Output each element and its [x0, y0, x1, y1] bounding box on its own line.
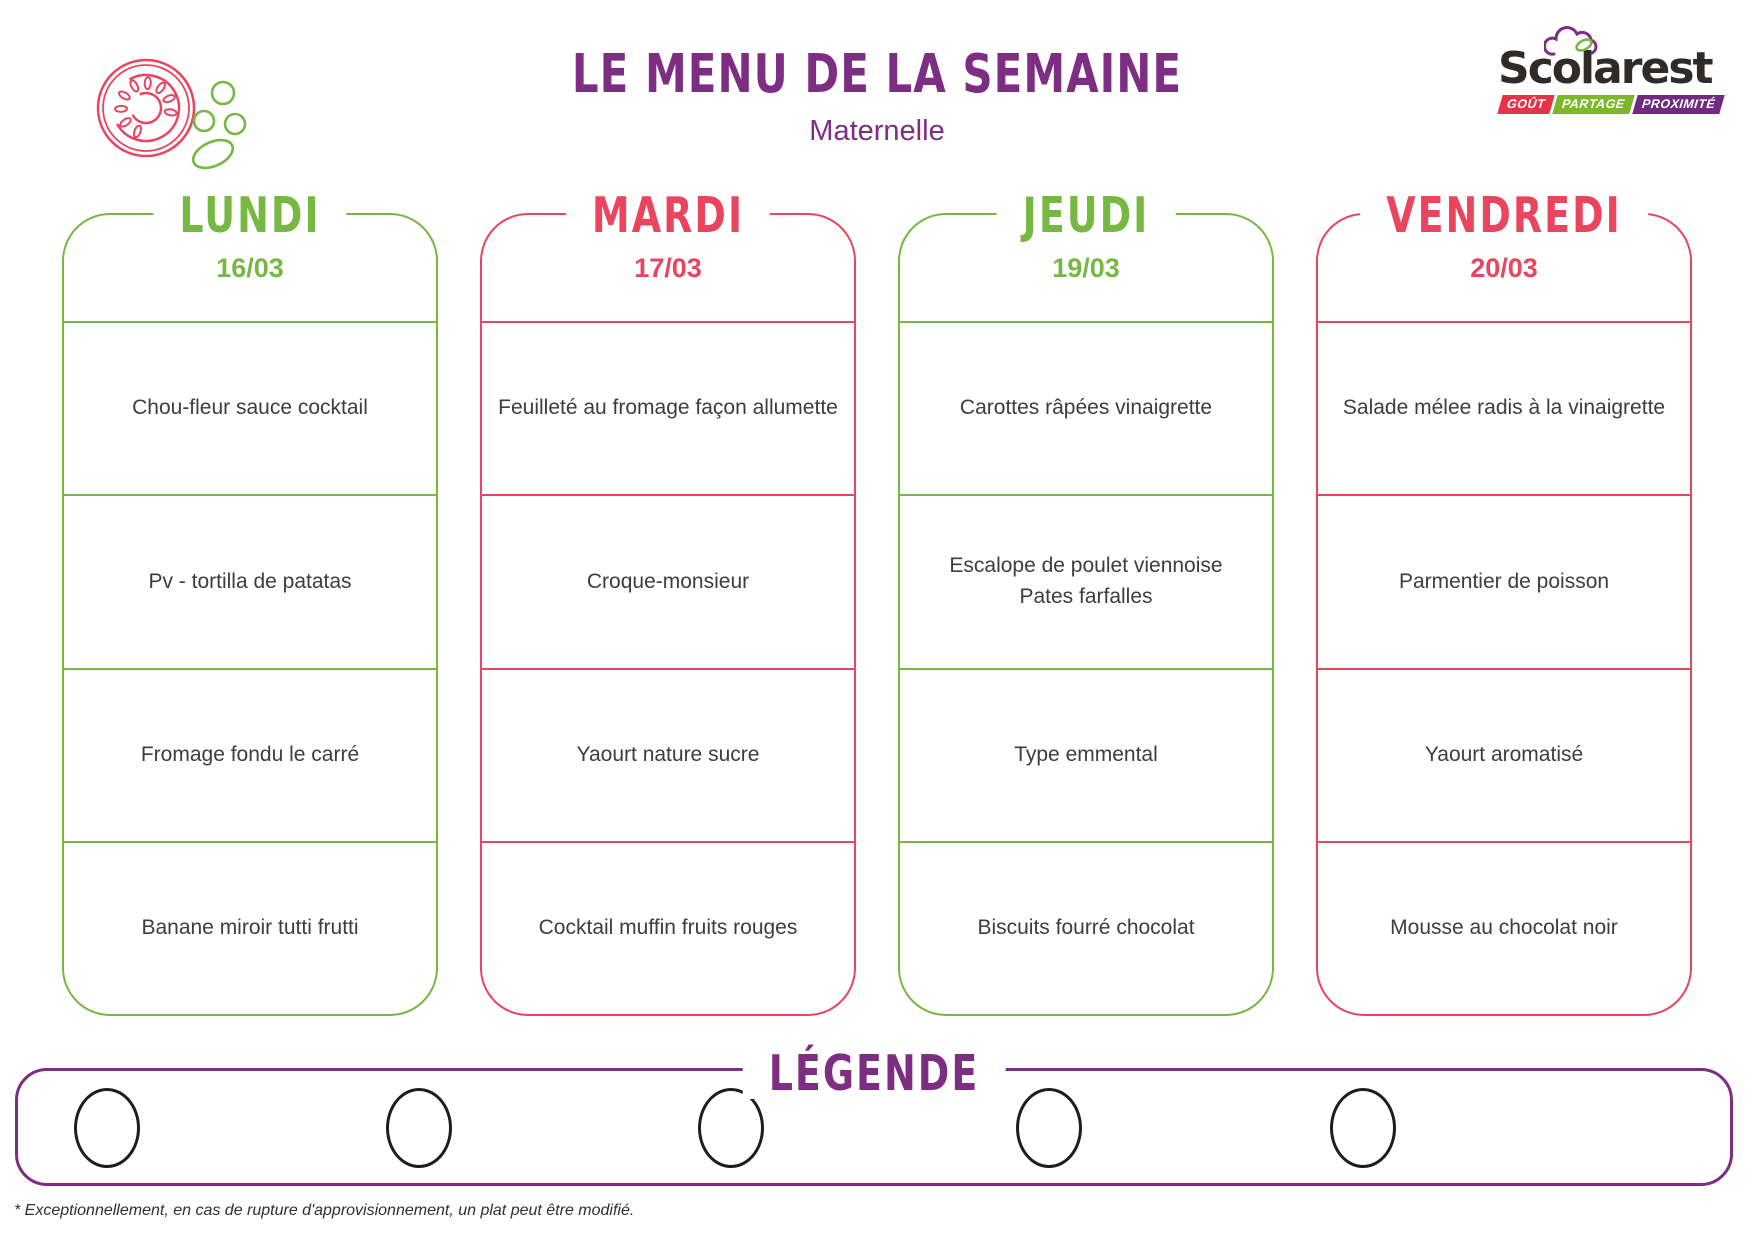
day-name: VENDREDI [1360, 188, 1648, 243]
legend-circle-2 [386, 1088, 452, 1168]
menu-item-text: Chou-fleur sauce cocktail [132, 396, 368, 420]
legend-circle-3 [698, 1088, 764, 1168]
menu-item-text: Salade mélee radis à la vinaigrette [1342, 396, 1666, 420]
menu-item-text: Fromage fondu le carré [140, 742, 360, 766]
menu-item-cheese: Type emmental [900, 670, 1272, 843]
menu-item-main: Pv - tortilla de patatas [64, 496, 436, 670]
brand-taglines: GOÛT PARTAGE PROXIMITÉ [1497, 95, 1728, 114]
menu-item-dessert: Mousse au chocolat noir [1318, 843, 1690, 1014]
menu-item-starter: Carottes râpées vinaigrette [900, 323, 1272, 497]
day-date: 19/03 [900, 215, 1272, 323]
menu-item-text: Mousse au chocolat noir [1390, 916, 1618, 940]
tagline-partage: PARTAGE [1552, 95, 1635, 114]
menu-columns: LUNDI 16/03 Chou-fleur sauce cocktail Pv… [62, 184, 1694, 1016]
menu-item-cheese: Fromage fondu le carré [64, 670, 436, 843]
day-card-box: 17/03 Feuilleté au fromage façon allumet… [480, 213, 856, 1016]
day-name: JEUDI [996, 188, 1176, 243]
footnote: * Exceptionnellement, en cas de rupture … [14, 1202, 635, 1219]
brand-logo: Scolarest GOÛT PARTAGE PROXIMITÉ [1497, 26, 1728, 114]
citrus-slice-icon [96, 58, 196, 158]
legend-title: LÉGENDE [742, 1047, 1006, 1099]
menu-item-text: Pv - tortilla de patatas [148, 569, 352, 593]
day-card-jeudi: JEUDI 19/03 Carottes râpées vinaigrette … [898, 184, 1274, 1016]
brand-name-text: Scolarest [1498, 43, 1714, 94]
cloud-leaf-icon [1544, 26, 1598, 56]
menu-item-text: Banane miroir tutti frutti [141, 916, 359, 940]
brand-name: Scolarest [1498, 26, 1714, 94]
day-date: 17/03 [482, 215, 854, 323]
day-card-lundi: LUNDI 16/03 Chou-fleur sauce cocktail Pv… [62, 184, 438, 1016]
menu-item-text: Type emmental [1014, 742, 1158, 766]
menu-item-text: Yaourt aromatisé [1424, 742, 1584, 766]
menu-item-dessert: Cocktail muffin fruits rouges [482, 843, 854, 1014]
menu-item-text: Cocktail muffin fruits rouges [538, 916, 798, 940]
page-title: LE MENU DE LA SEMAINE [571, 42, 1183, 105]
menu-item-main: Croque-monsieur [482, 496, 854, 670]
day-name: MARDI [565, 188, 771, 243]
fruit-doodle [58, 36, 248, 176]
menu-item-text: Escalope de poulet viennoise Pates farfa… [949, 554, 1223, 608]
legend-circle-4 [1016, 1088, 1082, 1168]
day-card-box: 19/03 Carottes râpées vinaigrette Escalo… [898, 213, 1274, 1016]
day-date: 20/03 [1318, 215, 1690, 323]
day-card-vendredi: VENDREDI 20/03 Salade mélee radis à la v… [1316, 184, 1692, 1016]
day-date: 16/03 [64, 215, 436, 323]
menu-item-text: Feuilleté au fromage façon allumette [498, 396, 838, 420]
day-card-box: 20/03 Salade mélee radis à la vinaigrett… [1316, 213, 1692, 1016]
peas-doodle-icon [191, 80, 247, 170]
menu-item-cheese: Yaourt nature sucre [482, 670, 854, 843]
legend-box: LÉGENDE [15, 1047, 1733, 1186]
menu-item-text: Parmentier de poisson [1398, 569, 1610, 593]
menu-item-cheese: Yaourt aromatisé [1318, 670, 1690, 843]
menu-item-text: Biscuits fourré chocolat [977, 916, 1195, 940]
menu-item-main: Parmentier de poisson [1318, 496, 1690, 670]
legend-circle-1 [74, 1088, 140, 1168]
menu-item-main: Escalope de poulet viennoise Pates farfa… [900, 496, 1272, 670]
menu-item-starter: Feuilleté au fromage façon allumette [482, 323, 854, 497]
menu-item-text: Yaourt nature sucre [576, 742, 760, 766]
tagline-proximite: PROXIMITÉ [1632, 95, 1725, 114]
menu-item-text: Croque-monsieur [586, 569, 750, 593]
legend-circle-5 [1330, 1088, 1396, 1168]
header: LE MENU DE LA SEMAINE Maternelle [572, 42, 1182, 148]
menu-item-dessert: Banane miroir tutti frutti [64, 843, 436, 1014]
menu-item-starter: Chou-fleur sauce cocktail [64, 323, 436, 497]
day-name: LUNDI [153, 188, 347, 243]
tagline-gout: GOÛT [1497, 95, 1555, 114]
menu-item-starter: Salade mélee radis à la vinaigrette [1318, 323, 1690, 497]
day-card-mardi: MARDI 17/03 Feuilleté au fromage façon a… [480, 184, 856, 1016]
menu-item-dessert: Biscuits fourré chocolat [900, 843, 1272, 1014]
menu-item-text: Carottes râpées vinaigrette [959, 396, 1213, 420]
day-card-box: 16/03 Chou-fleur sauce cocktail Pv - tor… [62, 213, 438, 1016]
page-subtitle: Maternelle [809, 115, 945, 147]
